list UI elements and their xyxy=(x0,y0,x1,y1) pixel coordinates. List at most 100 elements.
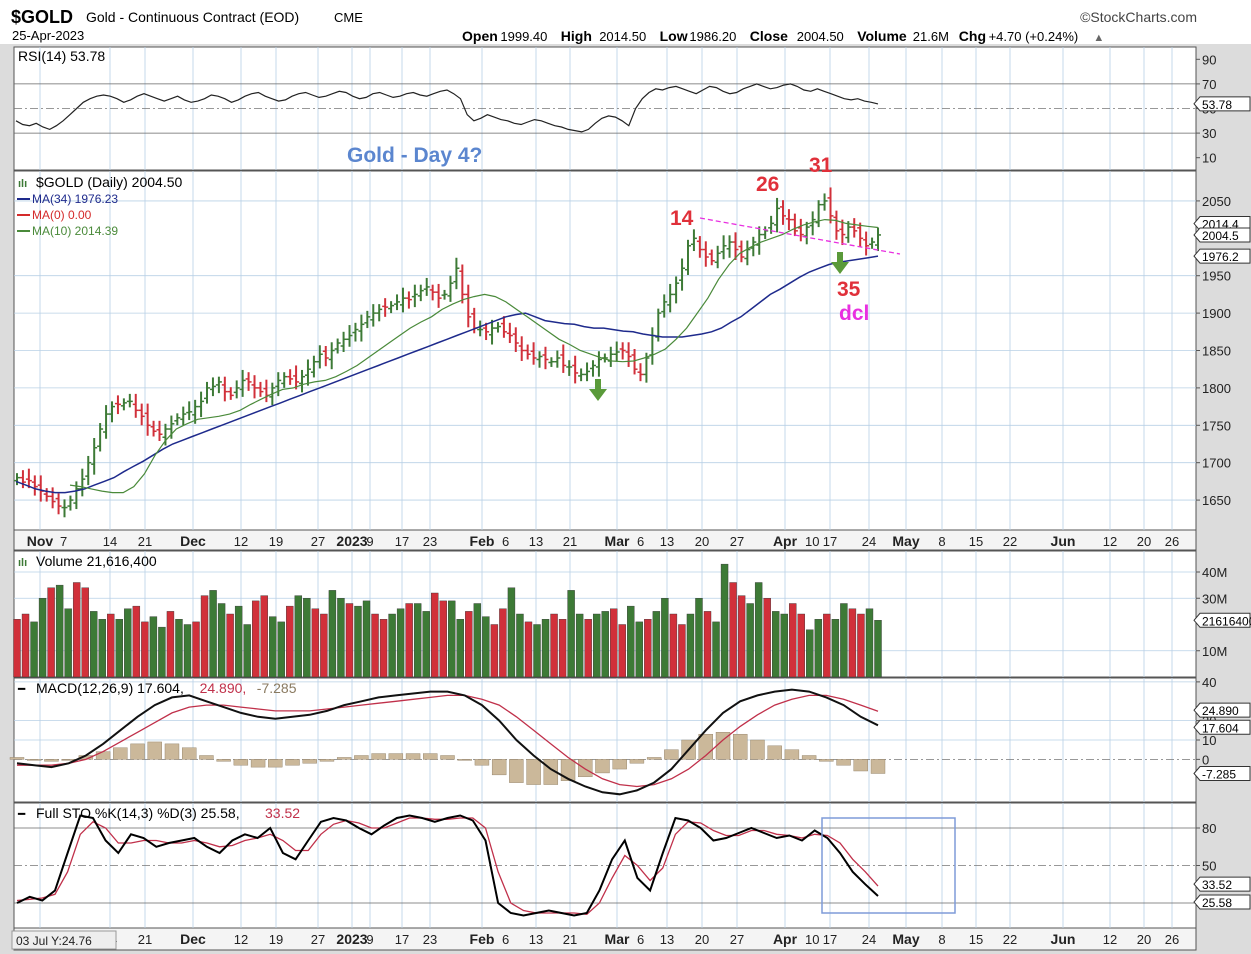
volume-bar xyxy=(192,621,200,678)
macd-histogram-bar xyxy=(95,751,111,760)
x-tick-label: Dec xyxy=(180,533,206,549)
macd-value-tag-box xyxy=(1193,719,1251,735)
x-tick-label: 13 xyxy=(529,534,543,549)
macd-histogram-bar xyxy=(147,741,162,760)
volume-bar xyxy=(618,624,626,678)
x-tick-label: 17 xyxy=(823,932,837,947)
volume-bar xyxy=(72,582,81,678)
sto-k-line xyxy=(16,814,879,917)
dcl-label: dcl xyxy=(839,302,869,325)
x-tick-label: Dec xyxy=(180,931,206,947)
x-tick-label: Feb xyxy=(470,533,495,549)
price-legend-ma: MA(10) 2014.39 xyxy=(32,224,118,238)
macd-histogram-bar xyxy=(113,747,128,760)
volume-bar xyxy=(362,600,371,678)
macd-histogram-bar xyxy=(302,759,317,764)
macd-histogram-bar xyxy=(819,759,834,762)
volume-icon: ılı xyxy=(18,557,27,569)
macd-histogram-bar xyxy=(354,755,369,760)
volume-bar xyxy=(30,621,38,678)
rsi-y-tick-label: 30 xyxy=(1202,126,1216,141)
volume-bar xyxy=(575,613,584,678)
macd-y-tick-label: 40 xyxy=(1202,675,1216,690)
macd-histogram-bar xyxy=(836,759,851,766)
x-tick-label: Jun xyxy=(1051,533,1076,549)
volume-bar xyxy=(294,595,303,678)
volume-bar xyxy=(251,600,260,678)
macd-histogram-bar xyxy=(199,755,214,760)
macd-histogram-bar xyxy=(250,759,266,768)
macd-histogram-bar xyxy=(268,759,283,768)
volume-bar xyxy=(396,608,405,678)
macd-value-tag-box xyxy=(1193,765,1251,781)
volume-bar xyxy=(55,584,64,678)
volume-bar xyxy=(635,621,644,678)
volume-bar xyxy=(507,587,516,678)
macd-histogram-bar xyxy=(870,759,886,774)
macd-line xyxy=(16,688,879,796)
volume-bar xyxy=(541,619,550,678)
x-tick-label: 12 xyxy=(234,534,248,549)
price-value-tag: 1976.2 xyxy=(1202,250,1239,264)
quote-label-1: High xyxy=(561,28,592,44)
macd-histogram-bar xyxy=(181,747,197,760)
volume-bar xyxy=(175,619,183,678)
macd-histogram-bar xyxy=(474,759,490,766)
cycle-count-35: 35 xyxy=(837,278,861,301)
volume-bar xyxy=(226,613,234,678)
volume-bar xyxy=(132,605,141,678)
volume-bar xyxy=(209,590,217,678)
volume-bar xyxy=(200,595,209,678)
cycle-count-26: 26 xyxy=(756,173,779,196)
volume-bar xyxy=(789,603,797,678)
x-tick-label: 2023 xyxy=(336,533,367,549)
volume-bar xyxy=(456,619,464,678)
volume-bar xyxy=(337,598,345,678)
volume-bar xyxy=(712,621,720,678)
volume-bar xyxy=(763,598,771,678)
price-y-tick-label: 2050 xyxy=(1202,194,1231,209)
macd-histogram-bar xyxy=(405,753,421,760)
macd-y-tick-label: 10 xyxy=(1202,733,1216,748)
volume-bar xyxy=(21,613,30,678)
quote-value-1: 2014.50 xyxy=(599,29,646,44)
macd-histogram-bar xyxy=(440,755,455,760)
volume-bar xyxy=(644,619,652,678)
volume-bar xyxy=(627,605,635,678)
chg-arrow-icon: ▲ xyxy=(1093,32,1104,44)
volume-bar xyxy=(746,603,754,678)
macd-histogram-bar xyxy=(509,759,524,783)
x-tick-label: Jun xyxy=(1051,931,1076,947)
x-tick-label: 17 xyxy=(395,932,409,947)
volume-bar xyxy=(303,598,311,678)
volume-bar xyxy=(840,603,848,678)
volume-bar xyxy=(277,621,285,678)
price-y-tick-label: 1650 xyxy=(1202,493,1231,508)
volume-bar xyxy=(669,613,678,678)
x-tick-label: 24 xyxy=(862,534,876,549)
macd-histogram-bar xyxy=(388,753,404,760)
quote-label-0: Open xyxy=(462,28,498,44)
macd-value-tag: 17.604 xyxy=(1202,721,1239,735)
volume-bar xyxy=(516,613,524,678)
macd-histogram-bar xyxy=(233,759,249,766)
x-tick-label: Apr xyxy=(773,931,798,947)
volume-bar xyxy=(780,613,788,678)
date-label: 25-Apr-2023 xyxy=(12,28,84,43)
x-tick-label: 10 xyxy=(805,534,819,549)
x-tick-label: 9 xyxy=(366,534,373,549)
x-tick-label: 23 xyxy=(423,534,437,549)
chart-header xyxy=(0,0,1251,44)
volume-bar xyxy=(720,563,729,678)
macd-histogram-bar xyxy=(750,739,765,760)
highlight-box xyxy=(821,817,956,914)
x-tick-label: 21 xyxy=(138,534,152,549)
price-legend-ma: MA(0) 0.00 xyxy=(32,208,92,222)
volume-bar xyxy=(482,616,490,678)
macd-histogram-bar xyxy=(285,759,300,766)
macd-histogram-bar xyxy=(595,759,610,774)
x-tick-label: 7 xyxy=(60,534,67,549)
price-y-tick-label: 1750 xyxy=(1202,418,1231,433)
price-y-tick-label: 1850 xyxy=(1202,344,1231,359)
quote-label-4: Volume xyxy=(857,28,907,44)
